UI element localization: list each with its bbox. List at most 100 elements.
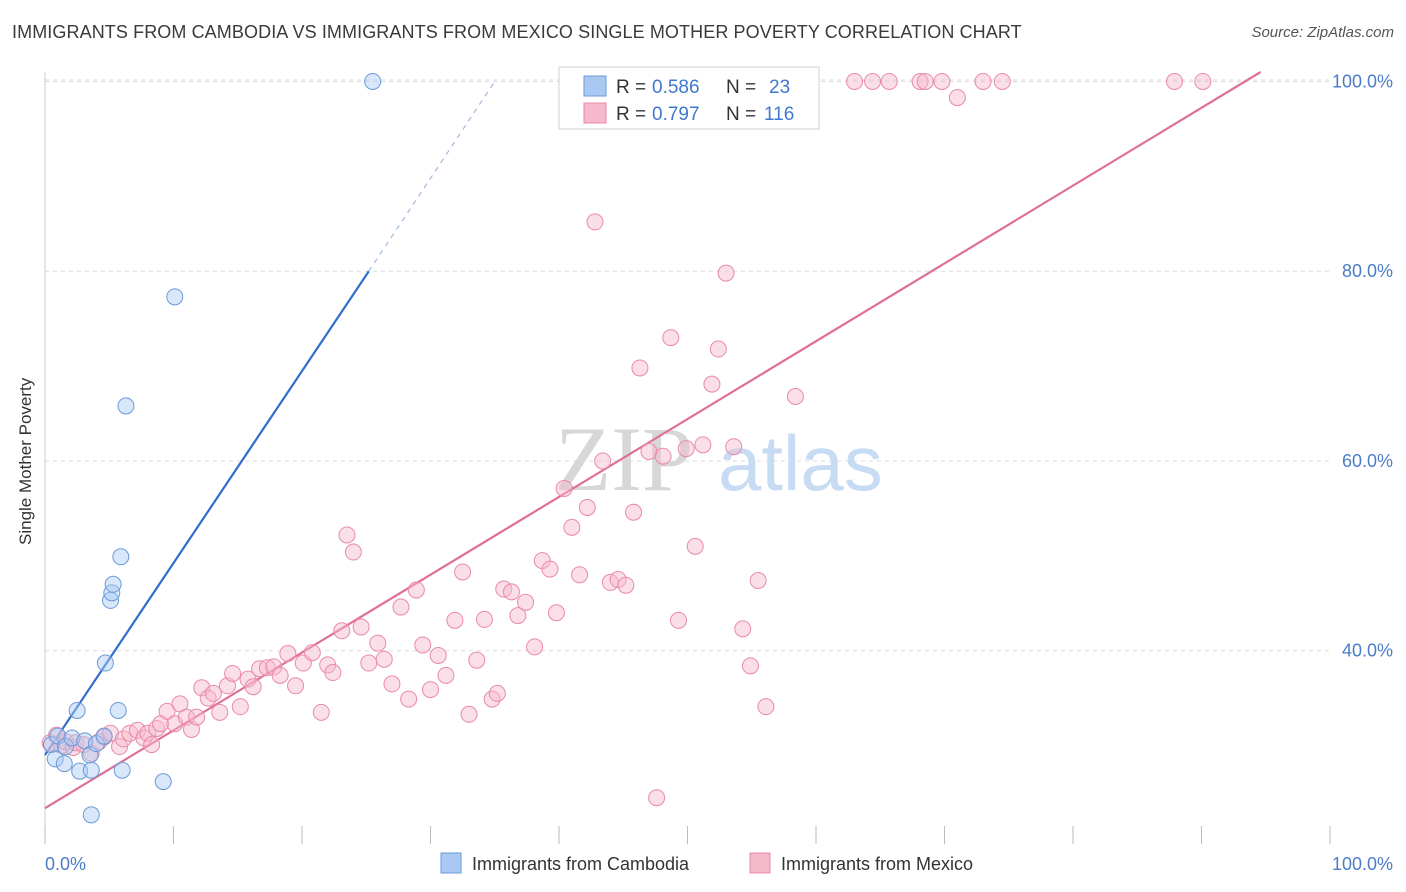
mexico-point <box>526 638 544 656</box>
mexico-point <box>640 442 658 460</box>
cambodia-trend-line <box>44 270 370 756</box>
mexico-point <box>312 703 330 721</box>
mexico-trend-line <box>44 71 1262 810</box>
x-tick-label-end: 100.0% <box>1332 854 1393 874</box>
mexico-point <box>555 479 573 497</box>
mexico-point <box>338 526 356 544</box>
mexico-point <box>1166 72 1184 90</box>
stats-legend-cambodia-n-value: 23 <box>769 77 790 98</box>
mexico-point <box>786 387 804 405</box>
stats-legend-mexico-n-value: 116 <box>764 104 794 125</box>
mexico-point <box>407 581 425 599</box>
mexico-point <box>460 705 478 723</box>
cambodia-point <box>364 72 382 90</box>
cambodia-trend-extension <box>368 81 496 272</box>
mexico-point <box>375 650 393 668</box>
cambodia-point <box>82 806 100 824</box>
mexico-point <box>400 690 418 708</box>
y-tick-label: 100.0% <box>1332 71 1393 91</box>
mexico-point <box>694 436 712 454</box>
cambodia-point <box>57 738 75 756</box>
mexico-point <box>446 611 464 629</box>
mexico-point <box>475 610 493 628</box>
mexico-point <box>429 646 447 664</box>
mexico-point <box>392 598 410 616</box>
cambodia-point <box>109 701 127 719</box>
mexico-point <box>333 622 351 640</box>
mexico-point <box>933 72 951 90</box>
cambodia-point <box>113 761 131 779</box>
mexico-point <box>1194 72 1212 90</box>
cambodia-point <box>68 701 86 719</box>
cambodia-point <box>112 548 130 566</box>
mexico-point <box>547 604 565 622</box>
mexico-point <box>383 675 401 693</box>
cambodia-point <box>104 575 122 593</box>
mexico-point <box>437 666 455 684</box>
mexico-point <box>422 681 439 699</box>
mexico-point <box>360 654 378 672</box>
mexico-point <box>468 651 486 669</box>
mexico-point <box>717 264 735 282</box>
mexico-point <box>911 72 929 90</box>
mexico-point <box>204 684 222 702</box>
chart-title: IMMIGRANTS FROM CAMBODIA VS IMMIGRANTS F… <box>12 22 1022 42</box>
mexico-point <box>880 72 898 90</box>
mexico-point <box>725 438 743 456</box>
mexico-point <box>414 636 432 654</box>
y-tick-label: 80.0% <box>1342 261 1393 281</box>
mexico-point <box>111 738 129 756</box>
cambodia-point <box>103 584 121 602</box>
series-legend: Immigrants from Cambodia Immigrants from… <box>440 852 973 874</box>
cambodia-point <box>96 654 114 672</box>
mexico-point <box>686 537 704 555</box>
stats-legend-cambodia-n-label: N = <box>726 77 761 98</box>
mexico-point <box>563 518 581 536</box>
series-legend-cambodia-swatch <box>440 852 462 874</box>
cambodia-point <box>166 288 184 306</box>
mexico-point <box>670 611 688 629</box>
mexico-point <box>188 708 206 726</box>
stats-legend-cambodia-swatch <box>583 75 607 97</box>
mexico-point <box>993 72 1011 90</box>
trend-lines <box>44 71 1262 810</box>
stats-legend: R = 0.586 N = 23 R = 0.797 N = 116 <box>558 66 820 130</box>
mexico-point <box>369 634 387 652</box>
mexico-point <box>864 72 882 90</box>
mexico-point <box>143 736 161 754</box>
cambodia-point <box>55 755 73 773</box>
cambodia-point <box>42 736 60 754</box>
mexico-point <box>114 730 132 748</box>
mexico-point <box>352 618 370 636</box>
mexico-point <box>271 666 289 684</box>
mexico-point <box>749 571 767 589</box>
mexico-point <box>211 703 229 721</box>
mexico-point <box>625 503 643 521</box>
mexico-point <box>594 452 612 470</box>
mexico-point <box>617 576 635 594</box>
mexico-point <box>757 698 775 716</box>
mexico-point <box>324 664 342 682</box>
mexico-point <box>709 340 727 358</box>
mexico-point <box>631 359 649 377</box>
series-legend-mexico-swatch <box>749 852 771 874</box>
mexico-point <box>703 375 721 393</box>
x-tick-label-start: 0.0% <box>45 854 86 874</box>
cambodia-point <box>117 397 135 415</box>
mexico-point <box>344 543 362 561</box>
mexico-point <box>974 72 992 90</box>
mexico-point <box>139 724 157 742</box>
stats-legend-mexico-r-value: 0.797 <box>652 104 700 125</box>
data-points <box>41 72 1212 824</box>
mexico-point <box>741 657 759 675</box>
mexico-point <box>846 72 864 90</box>
mexico-point <box>199 689 217 707</box>
mexico-point <box>586 213 604 231</box>
series-legend-cambodia-label: Immigrants from Cambodia <box>472 854 690 874</box>
mexico-point <box>517 593 535 611</box>
cambodia-point <box>82 761 100 779</box>
mexico-point <box>677 440 695 458</box>
mexico-point <box>648 789 666 807</box>
mexico-point <box>571 566 589 584</box>
